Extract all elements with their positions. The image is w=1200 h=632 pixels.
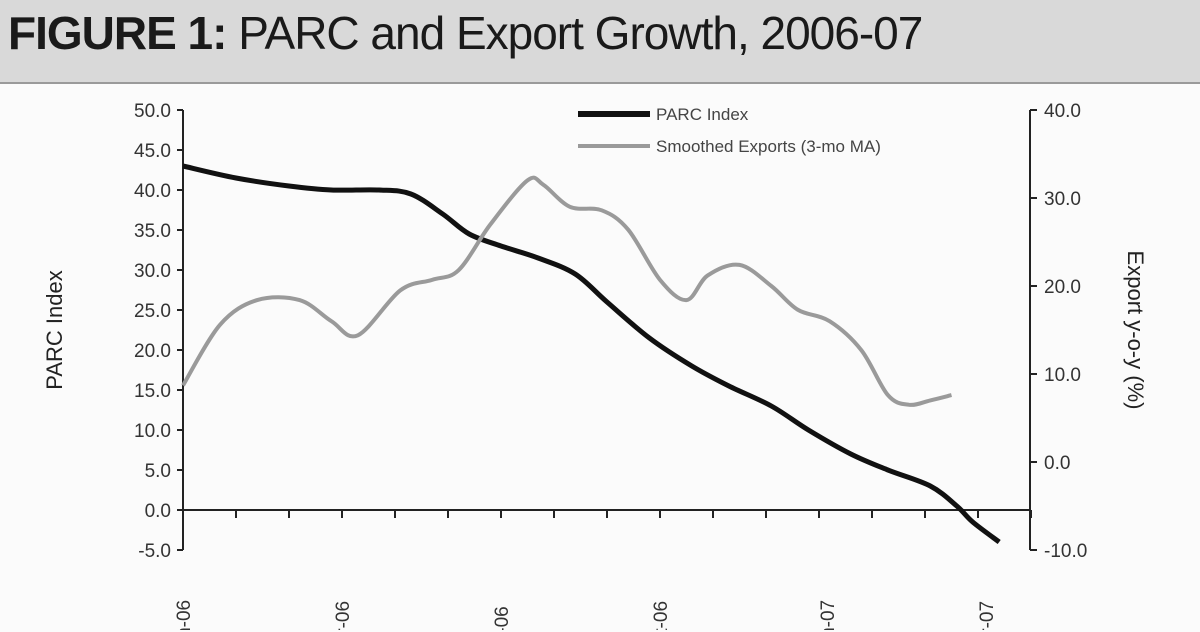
y-tick-label: 5.0 — [145, 461, 171, 482]
legend-label-parc: PARC Index — [656, 105, 749, 124]
legend-label-exports: Smoothed Exports (3-mo MA) — [656, 137, 881, 156]
y-right-tick-label: -10.0 — [1044, 541, 1087, 562]
x-tick-label: Oct-06 — [651, 601, 672, 630]
y-right-tick-label: 0.0 — [1044, 453, 1070, 474]
x-tick-label: Jul-06 — [492, 606, 513, 630]
x-tick-label: Apr-07 — [977, 601, 998, 630]
x-tick-label: Jan-06 — [174, 600, 195, 630]
y-right-tick-label: 10.0 — [1044, 365, 1081, 386]
y-tick-label: 0.0 — [145, 501, 171, 522]
y-tick-label: 20.0 — [134, 341, 171, 362]
series-line-parc-index — [183, 166, 999, 542]
y-tick-label: 15.0 — [134, 381, 171, 402]
y-tick-label: 50.0 — [134, 101, 171, 122]
y-axis-right-label: Export y-o-y (%) — [1123, 251, 1148, 410]
y-tick-label: 35.0 — [134, 221, 171, 242]
x-tick-label: Jan-07 — [818, 600, 839, 630]
series-line-smoothed-exports — [183, 178, 952, 405]
x-tick-label: Apr-06 — [333, 601, 354, 630]
y-tick-label: 10.0 — [134, 421, 171, 442]
y-tick-label: 30.0 — [134, 261, 171, 282]
y-right-tick-label: 40.0 — [1044, 101, 1081, 122]
legend: PARC Index Smoothed Exports (3-mo MA) — [578, 105, 881, 156]
y-right-tick-label: 30.0 — [1044, 189, 1081, 210]
y-right-tick-label: 20.0 — [1044, 277, 1081, 298]
y-tick-label: 45.0 — [134, 141, 171, 162]
y-tick-label: -5.0 — [138, 541, 171, 562]
y-tick-label: 40.0 — [134, 181, 171, 202]
y-tick-label: 25.0 — [134, 301, 171, 322]
y-axis-label: PARC Index — [42, 270, 67, 389]
